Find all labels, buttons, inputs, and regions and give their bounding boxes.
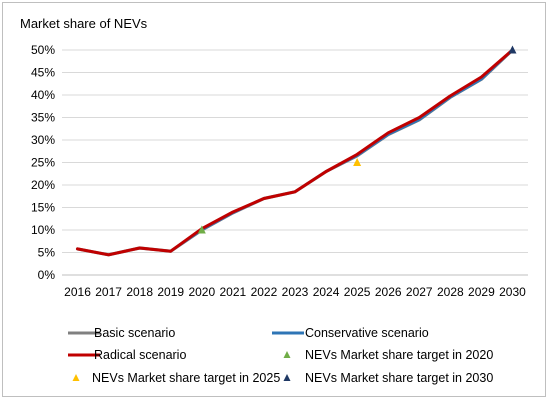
y-tick-label: 35% (31, 111, 55, 125)
x-tick-label: 2025 (344, 285, 371, 299)
x-tick-label: 2027 (406, 285, 433, 299)
x-tick-label: 2017 (95, 285, 122, 299)
target-marker-2020-icon (197, 225, 206, 234)
target-marker-2030-icon (508, 45, 517, 54)
legend-label-target-2025: NEVs Market share target in 2025 (92, 371, 280, 385)
legend-label-basic: Basic scenario (94, 326, 175, 340)
x-axis-tick-labels: 2016 2017 2018 2019 2020 2021 2022 2023 2024 2025… (64, 285, 526, 299)
y-tick-label: 15% (31, 201, 55, 215)
legend-label-conservative: Conservative scenario (305, 326, 429, 340)
x-tick-label: 2026 (375, 285, 402, 299)
legend-marker-2030-icon (283, 374, 291, 381)
legend-label-target-2020: NEVs Market share target in 2020 (305, 348, 493, 362)
y-tick-label: 30% (31, 133, 55, 147)
x-tick-label: 2028 (437, 285, 464, 299)
target-marker-2025-icon (353, 158, 362, 166)
target-markers (197, 45, 517, 234)
x-tick-label: 2018 (126, 285, 153, 299)
x-tick-label: 2019 (157, 285, 184, 299)
x-tick-label: 2024 (313, 285, 340, 299)
y-tick-label: 40% (31, 88, 55, 102)
series-line-radical-scenario (76, 48, 514, 257)
y-tick-label: 5% (38, 246, 56, 260)
legend-marker-2025-icon (72, 374, 80, 381)
y-tick-label: 0% (38, 268, 56, 282)
y-axis-tick-labels: 0% 5% 10% 15% 20% 25% 30% 35% 40% 45% 50% (31, 43, 55, 282)
legend: Basic scenario Conservative scenario Rad… (68, 326, 493, 385)
x-tick-label: 2016 (64, 285, 91, 299)
chart-title: Market share of NEVs (20, 16, 148, 31)
x-tick-label: 2030 (499, 285, 526, 299)
series-lines (75, 48, 515, 257)
x-tick-label: 2022 (251, 285, 278, 299)
x-tick-label: 2023 (282, 285, 309, 299)
x-tick-label: 2020 (188, 285, 215, 299)
legend-label-radical: Radical scenario (94, 348, 186, 362)
x-tick-label: 2021 (220, 285, 247, 299)
y-tick-label: 10% (31, 223, 55, 237)
legend-label-target-2030: NEVs Market share target in 2030 (305, 371, 493, 385)
legend-marker-2020-icon (283, 351, 291, 358)
gridlines (62, 49, 528, 276)
y-tick-label: 20% (31, 178, 55, 192)
y-tick-label: 50% (31, 43, 55, 57)
chart-frame (2, 2, 546, 397)
y-tick-label: 45% (31, 66, 55, 80)
x-tick-label: 2029 (468, 285, 495, 299)
series-line-conservative-scenario (76, 48, 514, 257)
y-tick-label: 25% (31, 156, 55, 170)
series-line-basic-scenario (75, 48, 515, 257)
